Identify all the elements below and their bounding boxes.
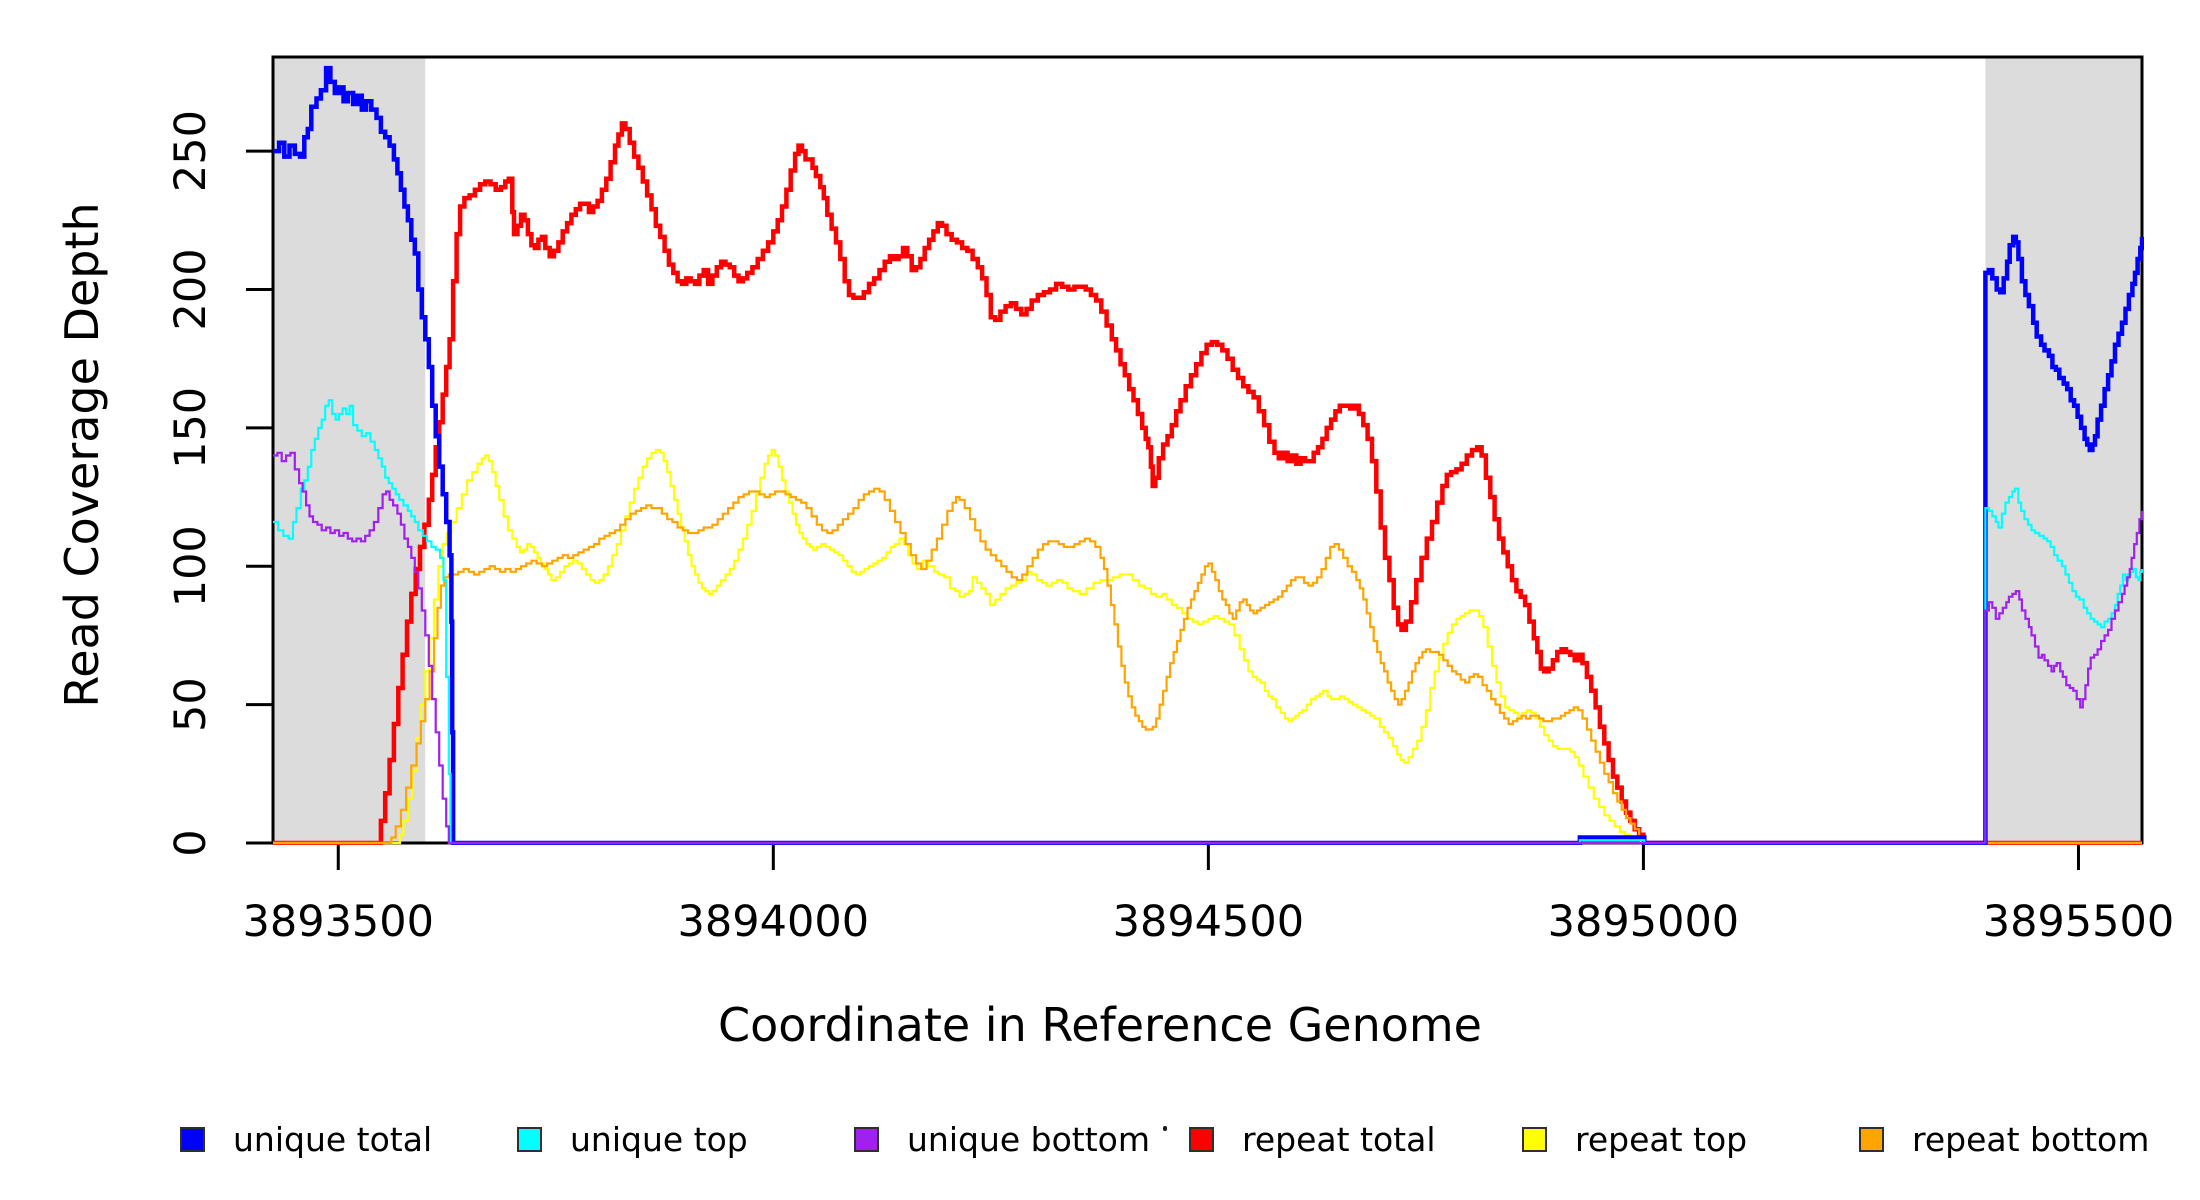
x-axis-tick-label: 3894000 [678, 897, 870, 947]
series-line-repeat-top [273, 448, 2142, 845]
x-axis-tick-label: 3895500 [1983, 897, 2175, 947]
y-axis-tick-label: 0 [166, 829, 216, 856]
legend-label: unique total [233, 1120, 433, 1159]
x-axis-tick-label: 3895000 [1548, 897, 1740, 947]
legend-swatch-icon [1189, 1127, 1214, 1152]
legend-swatch-icon [1859, 1127, 1884, 1152]
series-line-repeat-bottom [273, 487, 2142, 845]
legend-item-repeat-bottom: repeat bottom [1859, 1120, 2149, 1159]
series-line-unique-bottom [273, 451, 2144, 845]
right-flank-highlight [1985, 57, 2142, 843]
legend-item-unique-top: unique top [517, 1120, 748, 1159]
y-axis-tick-label: 100 [166, 525, 216, 607]
legend-item-unique-total: unique total [180, 1120, 432, 1159]
y-axis-tick-label: 50 [166, 677, 216, 732]
y-axis-tick-label: 150 [166, 387, 216, 469]
legend-item-unique-bottom: unique bottom [854, 1120, 1150, 1159]
series-line-repeat-total [273, 121, 2142, 845]
legend-swatch-icon [854, 1127, 879, 1152]
x-axis-tick-label: 3894500 [1113, 897, 1305, 947]
legend-label: repeat top [1575, 1120, 1748, 1159]
legend-swatch-icon [180, 1127, 205, 1152]
legend-label: repeat bottom [1912, 1120, 2150, 1159]
legend-label: repeat total [1242, 1120, 1436, 1159]
stray-dot-artifact [1163, 1126, 1167, 1131]
x-axis-title: Coordinate in Reference Genome [718, 998, 1482, 1052]
legend-label: unique top [570, 1120, 748, 1159]
y-axis-title: Read Coverage Depth [55, 202, 109, 708]
x-axis-tick-label: 3893500 [243, 897, 435, 947]
plot-frame [271, 55, 2144, 845]
series-line-unique-total [273, 65, 2144, 845]
legend-label: unique bottom [907, 1120, 1151, 1159]
y-axis-tick-label: 250 [166, 110, 216, 192]
legend-item-repeat-total: repeat total [1189, 1120, 1436, 1159]
legend-swatch-icon [1522, 1127, 1547, 1152]
y-axis-tick-label: 200 [166, 248, 216, 330]
legend-swatch-icon [517, 1127, 542, 1152]
legend-item-repeat-top: repeat top [1522, 1120, 1747, 1159]
series-line-unique-top [273, 399, 2144, 845]
legend: unique total unique top unique bottom repea… [0, 1110, 2200, 1170]
